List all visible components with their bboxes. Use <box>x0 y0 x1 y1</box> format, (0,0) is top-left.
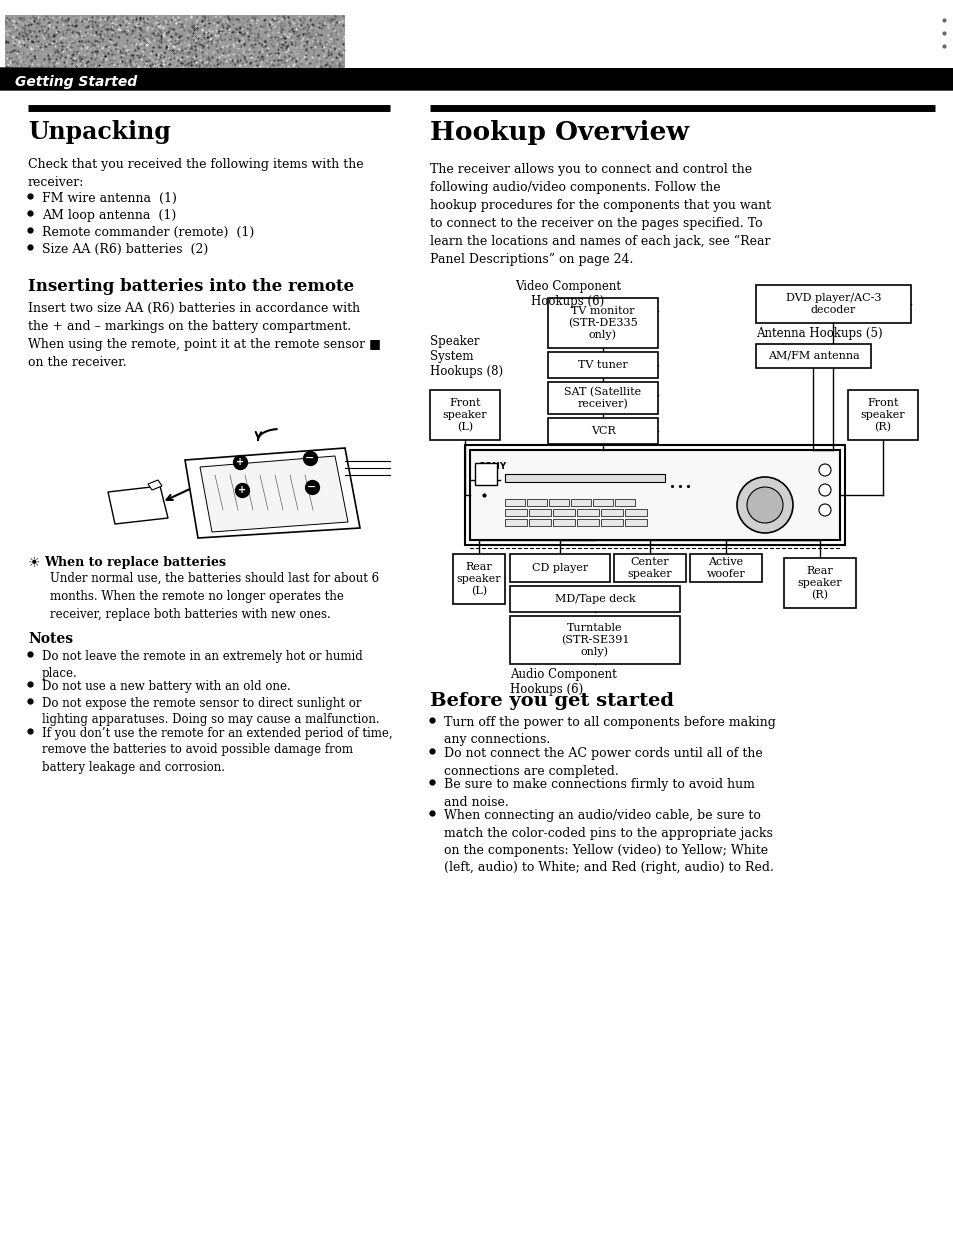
Text: Do not leave the remote in an extremely hot or humid
place.: Do not leave the remote in an extremely … <box>42 650 362 680</box>
Text: Video Component
Hookups (6): Video Component Hookups (6) <box>515 280 620 308</box>
Bar <box>526 499 546 506</box>
Bar <box>615 499 635 506</box>
Bar <box>470 450 840 540</box>
Text: ☀: ☀ <box>28 556 40 571</box>
Text: Audio Component
Hookups (6): Audio Component Hookups (6) <box>510 668 616 697</box>
Circle shape <box>818 484 830 496</box>
Text: When to replace batteries: When to replace batteries <box>44 556 226 569</box>
Bar <box>755 285 910 324</box>
Polygon shape <box>0 68 953 90</box>
Text: TV monitor
(STR-DE335
only): TV monitor (STR-DE335 only) <box>568 306 638 340</box>
Text: Unpacking: Unpacking <box>28 120 171 144</box>
Text: Do not connect the AC power cords until all of the
connections are completed.: Do not connect the AC power cords until … <box>443 747 762 778</box>
Circle shape <box>818 464 830 475</box>
Text: Before you get started: Before you get started <box>430 692 673 710</box>
Text: SAT (Satellite
receiver): SAT (Satellite receiver) <box>564 387 640 409</box>
Bar <box>689 555 761 582</box>
Text: +: + <box>237 485 246 495</box>
Bar <box>504 499 524 506</box>
Text: Turn off the power to all components before making
any connections.: Turn off the power to all components bef… <box>443 716 775 746</box>
Text: When connecting an audio/video cable, be sure to
match the color-coded pins to t: When connecting an audio/video cable, be… <box>443 809 773 874</box>
Text: AM loop antenna  (1): AM loop antenna (1) <box>42 209 176 222</box>
Circle shape <box>737 477 792 534</box>
Text: SONY: SONY <box>477 462 506 471</box>
Bar <box>593 499 613 506</box>
Text: Do not use a new battery with an old one.: Do not use a new battery with an old one… <box>42 680 291 693</box>
Text: TV tuner: TV tuner <box>578 359 627 370</box>
Bar <box>529 509 551 516</box>
Bar <box>510 555 609 582</box>
Text: Notes: Notes <box>28 632 73 646</box>
Bar <box>600 519 622 526</box>
Text: Antenna Hookups (5): Antenna Hookups (5) <box>755 327 882 340</box>
Polygon shape <box>108 487 168 524</box>
Text: Center
speaker: Center speaker <box>627 557 672 579</box>
Bar <box>430 390 499 440</box>
Text: The receiver allows you to connect and control the
following audio/video compone: The receiver allows you to connect and c… <box>430 163 770 267</box>
Bar <box>547 352 658 378</box>
Bar <box>614 555 685 582</box>
Text: Speaker
System
Hookups (8): Speaker System Hookups (8) <box>430 335 502 378</box>
Bar <box>847 390 917 440</box>
Text: +: + <box>235 457 244 467</box>
Bar <box>475 463 497 485</box>
Bar <box>529 519 551 526</box>
Text: Front
speaker
(L): Front speaker (L) <box>442 398 487 432</box>
Text: Rear
speaker
(L): Rear speaker (L) <box>456 562 500 595</box>
Bar <box>553 519 575 526</box>
Bar <box>600 509 622 516</box>
Bar <box>624 519 646 526</box>
Text: Size AA (R6) batteries  (2): Size AA (R6) batteries (2) <box>42 243 208 256</box>
Bar <box>547 417 658 445</box>
Bar <box>548 499 568 506</box>
Text: Front
speaker
(R): Front speaker (R) <box>860 398 904 432</box>
Bar <box>571 499 590 506</box>
Bar <box>783 558 855 608</box>
Text: Do not expose the remote sensor to direct sunlight or
lighting apparatuses. Doin: Do not expose the remote sensor to direc… <box>42 697 379 726</box>
Text: Remote commander (remote)  (1): Remote commander (remote) (1) <box>42 226 254 240</box>
Text: DVD player/AC-3
decoder: DVD player/AC-3 decoder <box>785 293 881 315</box>
Polygon shape <box>200 456 348 532</box>
Bar <box>504 519 526 526</box>
Polygon shape <box>148 480 162 490</box>
Bar <box>453 555 504 604</box>
Text: Inserting batteries into the remote: Inserting batteries into the remote <box>28 278 354 295</box>
Text: VCR: VCR <box>590 426 615 436</box>
Circle shape <box>746 487 782 522</box>
Text: Check that you received the following items with the
receiver:: Check that you received the following it… <box>28 158 363 189</box>
Text: FM wire antenna  (1): FM wire antenna (1) <box>42 191 176 205</box>
Text: Rear
speaker
(R): Rear speaker (R) <box>797 566 841 600</box>
Text: −: − <box>305 453 314 463</box>
Bar <box>510 585 679 613</box>
Text: MD/Tape deck: MD/Tape deck <box>554 594 635 604</box>
Text: If you don’t use the remote for an extended period of time,
remove the batteries: If you don’t use the remote for an exten… <box>42 726 393 773</box>
Text: Be sure to make connections firmly to avoid hum
and noise.: Be sure to make connections firmly to av… <box>443 778 754 809</box>
Bar <box>504 474 664 482</box>
Bar <box>547 382 658 414</box>
Text: CD player: CD player <box>532 563 587 573</box>
Text: Hookup Overview: Hookup Overview <box>430 120 688 144</box>
Text: Turntable
(STR-SE391
only): Turntable (STR-SE391 only) <box>560 622 629 657</box>
Bar <box>624 509 646 516</box>
Bar <box>464 445 844 545</box>
Bar <box>755 345 870 368</box>
Bar <box>5 15 345 68</box>
Text: Under normal use, the batteries should last for about 6
months. When the remote : Under normal use, the batteries should l… <box>50 572 378 621</box>
Bar <box>510 616 679 664</box>
Circle shape <box>818 504 830 516</box>
Bar <box>547 298 658 348</box>
Text: Getting Started: Getting Started <box>15 75 137 89</box>
Bar <box>577 519 598 526</box>
Bar <box>504 509 526 516</box>
Bar <box>553 509 575 516</box>
Text: −: − <box>307 482 316 492</box>
Text: AM/FM antenna: AM/FM antenna <box>767 351 859 361</box>
Polygon shape <box>185 448 359 538</box>
Bar <box>577 509 598 516</box>
Text: Active
woofer: Active woofer <box>706 557 744 579</box>
Text: Insert two size AA (R6) batteries in accordance with
the + and – markings on the: Insert two size AA (R6) batteries in acc… <box>28 303 380 369</box>
